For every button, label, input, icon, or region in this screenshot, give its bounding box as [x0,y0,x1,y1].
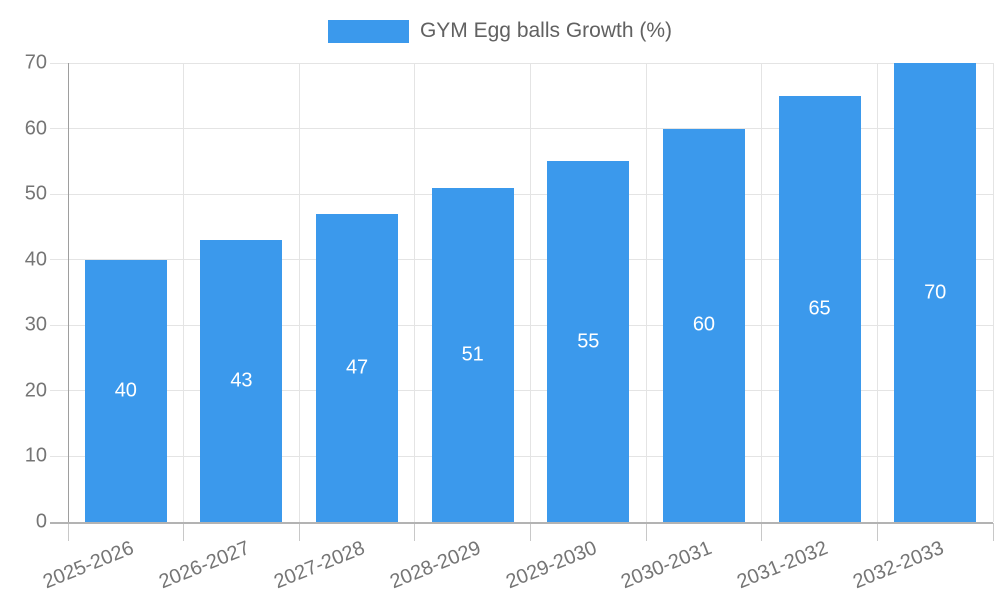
bar-value-label: 70 [924,281,947,303]
gridline-horizontal [50,193,993,195]
y-axis-tick-label: 20 [24,379,47,402]
y-axis-tick-label: 10 [24,444,47,467]
y-axis-tick-label: 60 [24,117,47,140]
gridline-horizontal [50,259,993,261]
gridline-vertical [298,63,300,522]
y-axis-tick-label: 40 [24,248,47,271]
x-axis-tick-mark [414,523,416,541]
x-axis-tick-mark [761,523,763,541]
bar-value-label: 43 [230,369,253,392]
y-axis-line [67,63,69,523]
x-axis-tick-mark [992,523,994,541]
gridline-vertical [992,63,994,522]
bar[interactable] [662,128,745,522]
gridline-horizontal [50,324,993,326]
x-axis-tick-label: 2025-2026 [40,537,138,594]
gridline-vertical [414,63,416,522]
bar-value-label: 51 [461,343,484,366]
y-axis-tick-label: 70 [24,51,47,74]
y-axis-tick-label: 0 [35,510,47,533]
bar[interactable] [894,63,977,522]
x-axis-line [50,521,993,524]
legend-label: GYM Egg balls Growth (%) [419,19,673,42]
x-axis-tick-label: 2026-2027 [155,537,253,594]
y-axis-tick-label: 30 [24,313,47,336]
chart-legend[interactable]: GYM Egg balls Growth (%) [0,17,1000,45]
bar[interactable] [84,259,167,522]
gridline-vertical [761,63,763,522]
bar[interactable] [200,240,283,522]
x-axis-tick-mark [183,523,185,541]
gridline-horizontal [50,62,993,64]
bar-value-label: 40 [114,379,137,402]
gridline-vertical [530,63,531,522]
bar-value-label: 60 [692,313,716,336]
x-axis-tick-mark [645,523,647,541]
bar[interactable] [316,213,399,522]
x-axis-tick-mark [876,523,878,541]
x-axis-tick-label: 2031-2032 [733,537,831,594]
x-axis-tick-label: 2028-2029 [386,537,484,594]
bar-value-label: 47 [345,356,369,379]
x-axis-tick-label: 2027-2028 [271,537,369,594]
bar-value-label: 55 [577,330,600,353]
x-axis-tick-mark [67,523,69,541]
gridline-horizontal [50,390,993,392]
x-axis-tick-label: 2029-2030 [502,537,600,594]
bar-value-label: 65 [808,297,831,320]
y-axis-tick-label: 50 [24,182,47,205]
x-axis-tick-label: 2032-2033 [849,537,947,594]
x-axis-tick-mark [530,523,531,541]
bar[interactable] [547,161,630,522]
gridline-horizontal [50,128,993,130]
bar[interactable] [778,95,861,522]
gridline-vertical [876,63,878,522]
bar[interactable] [431,187,514,522]
gridline-horizontal [50,455,993,457]
gridline-vertical [645,63,647,522]
legend-swatch [327,19,409,43]
gridline-vertical [183,63,185,522]
x-axis-tick-label: 2030-2031 [618,537,716,594]
x-axis-tick-mark [298,523,300,541]
